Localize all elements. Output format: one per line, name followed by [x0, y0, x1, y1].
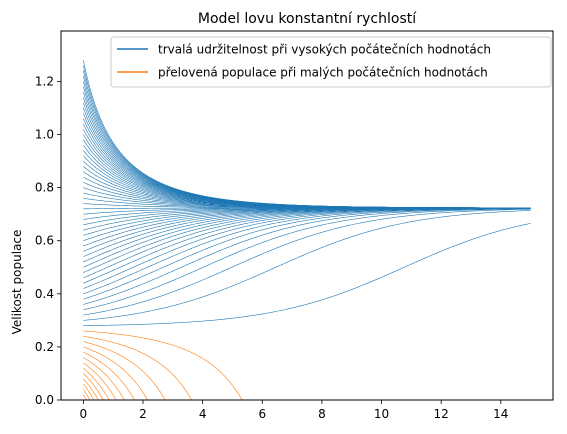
y-tick-label: 0.2 [35, 340, 54, 354]
y-tick-label: 1.0 [35, 128, 54, 142]
x-tick-label: 8 [318, 407, 326, 421]
y-tick-label: 0.4 [35, 287, 54, 301]
sustainable-curve [83, 139, 531, 209]
x-tick-label: 10 [374, 407, 389, 421]
legend-box [110, 36, 552, 88]
legend: trvalá udržitelnost při vysokých počáteč… [110, 36, 552, 88]
sustainable-curve [83, 166, 531, 209]
legend-label-overharvested: přelovená populace při malých počátečníc… [158, 66, 488, 80]
overharvested-curve [83, 351, 135, 400]
overharvested-curve [83, 341, 166, 400]
sustainable-curve [83, 208, 531, 305]
overharvested-curve [83, 335, 192, 400]
overharvested-curve [83, 383, 95, 400]
x-tick-label: 12 [434, 407, 449, 421]
overharvested-curve [83, 362, 117, 400]
sustainable-curve [83, 129, 531, 209]
y-tick-label: 0.8 [35, 181, 54, 195]
sustainable-curve [83, 210, 531, 321]
sustainable-curve [83, 223, 531, 326]
sustainable-curve [83, 70, 531, 209]
y-tick-label: 1.2 [35, 74, 54, 88]
plot-curves [83, 60, 531, 400]
sustainable-curve [83, 160, 531, 209]
x-tick-label: 4 [199, 407, 207, 421]
overharvested-curve [83, 367, 110, 400]
y-axis-label: Velikost populace [10, 230, 24, 335]
sustainable-curve [83, 76, 531, 209]
overharvested-curve [83, 394, 87, 400]
overharvested-curve [83, 346, 148, 400]
y-axis: 0.0 0.2 0.4 0.6 0.8 1.0 1.2 [35, 74, 61, 407]
x-tick-label: 14 [493, 407, 508, 421]
x-axis: 0 2 4 6 8 10 12 14 [80, 400, 508, 421]
sustainable-curve [83, 182, 531, 209]
sustainable-curve [83, 113, 531, 209]
plot-frame [60, 30, 554, 401]
overharvested-curve [83, 330, 243, 400]
sustainable-curve [83, 207, 531, 257]
y-tick-label: 0.6 [35, 234, 54, 248]
sustainable-curve [83, 97, 531, 209]
overharvested-curve [83, 357, 125, 400]
chart-title: Model lovu konstantní rychlostí [198, 11, 417, 27]
overharvested-curve [83, 373, 104, 400]
x-tick-label: 0 [80, 407, 88, 421]
x-tick-label: 2 [139, 407, 147, 421]
sustainable-curve [83, 208, 531, 311]
sustainable-curve [83, 208, 531, 316]
x-tick-label: 6 [258, 407, 266, 421]
sustainable-curve [83, 60, 531, 209]
sustainable-curve [83, 207, 531, 279]
overharvested-curve [83, 378, 99, 400]
y-tick-label: 0.0 [35, 393, 54, 407]
overharvested-curve [83, 389, 91, 400]
legend-label-sustainable: trvalá udržitelnost při vysokých počáteč… [158, 43, 491, 57]
